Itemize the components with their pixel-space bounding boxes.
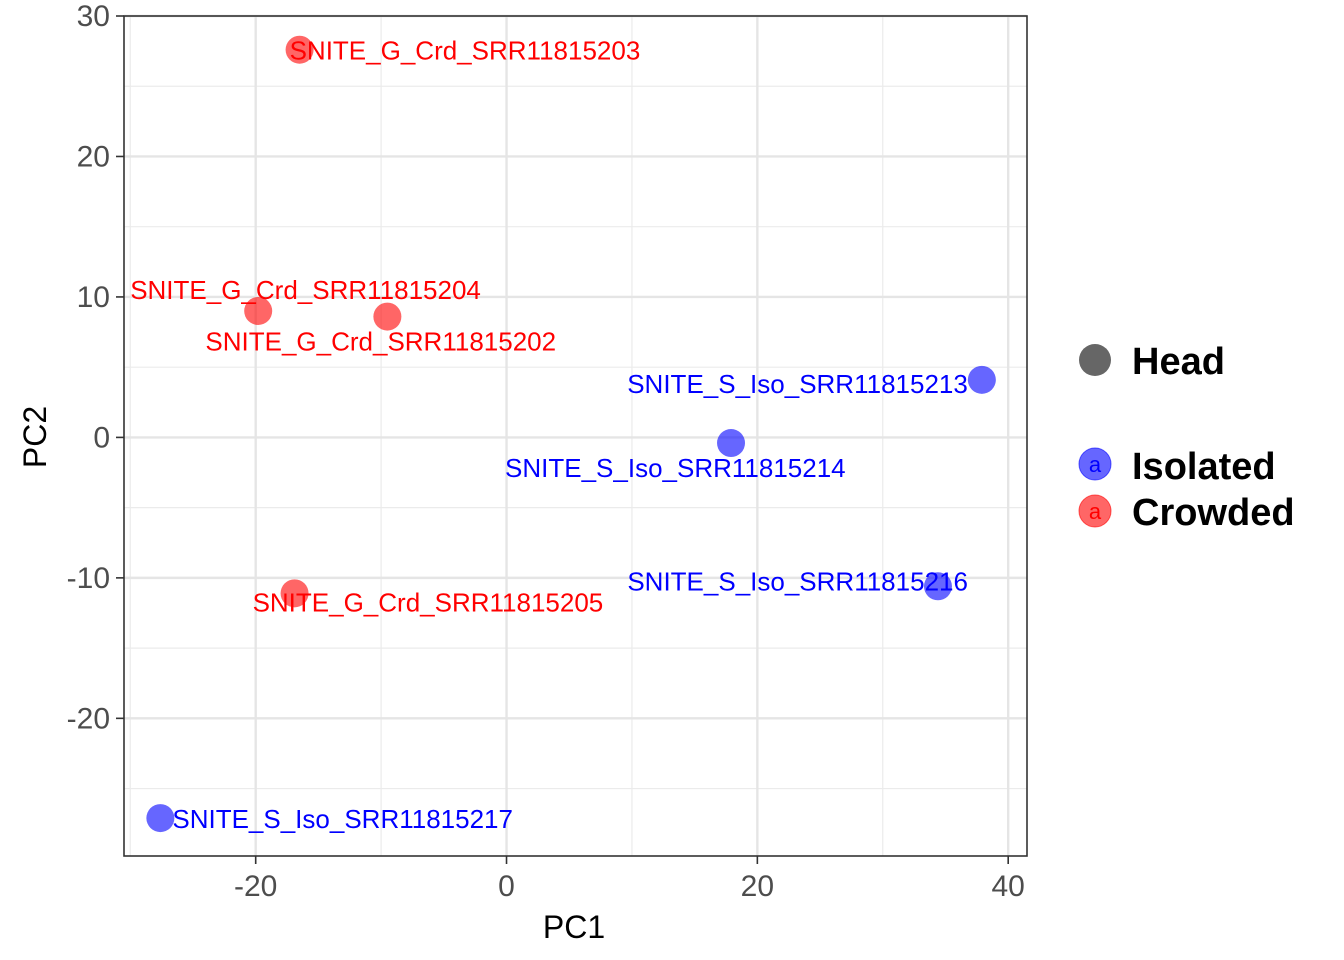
point-label: SNITE_G_Crd_SRR11815205 — [253, 587, 604, 617]
point-label: SNITE_G_Crd_SRR11815202 — [205, 327, 556, 357]
data-point — [244, 296, 273, 325]
legend-head-key — [1079, 344, 1111, 376]
data-point — [373, 302, 402, 331]
point-label: SNITE_S_Iso_SRR11815216 — [627, 566, 968, 596]
y-tick-label: 10 — [77, 281, 110, 314]
y-axis-title: PC2 — [17, 406, 53, 468]
data-point — [923, 572, 952, 601]
x-axis-title: PC1 — [543, 909, 605, 945]
data-points — [146, 35, 996, 833]
data-point — [967, 365, 996, 394]
point-label: SNITE_S_Iso_SRR11815213 — [627, 369, 968, 399]
point-label: SNITE_G_Crd_SRR11815203 — [290, 36, 641, 66]
x-tick-label: 0 — [498, 870, 515, 903]
legend-crowded-label: Crowded — [1132, 492, 1295, 534]
y-tick-label: 20 — [77, 140, 110, 173]
major-grid — [124, 14, 1027, 856]
point-label: SNITE_S_Iso_SRR11815217 — [172, 804, 513, 834]
y-axis-ticks: -20 -10 0 10 20 30 — [67, 0, 124, 735]
x-axis-ticks: -20 0 20 40 — [234, 856, 1025, 903]
plot-panel-border — [123, 15, 1028, 857]
y-tick-label: 0 — [93, 421, 110, 454]
point-label: SNITE_S_Iso_SRR11815214 — [505, 453, 846, 483]
legend-head-label: Head — [1132, 341, 1225, 383]
data-point — [285, 35, 314, 64]
minor-grid — [124, 16, 1027, 856]
x-tick-label: -20 — [234, 870, 277, 903]
y-tick-label: -10 — [67, 562, 110, 595]
x-tick-label: 40 — [992, 870, 1025, 903]
point-label: SNITE_G_Crd_SRR11815204 — [130, 275, 481, 305]
legend-crowded-glyph: a — [1089, 499, 1102, 524]
point-labels: SNITE_G_Crd_SRR11815203 SNITE_G_Crd_SRR11… — [130, 36, 968, 834]
data-point — [146, 804, 175, 833]
x-tick-label: 20 — [741, 870, 774, 903]
data-point — [717, 429, 746, 458]
legend: Head a Isolated a Crowded — [1078, 341, 1295, 534]
legend-crowded-key — [1078, 494, 1112, 528]
data-point — [280, 579, 309, 608]
legend-isolated-label: Isolated — [1132, 446, 1276, 488]
legend-isolated-glyph: a — [1089, 452, 1102, 477]
y-tick-label: -20 — [67, 702, 110, 735]
y-tick-label: 30 — [77, 0, 110, 33]
legend-isolated-key — [1078, 447, 1112, 481]
